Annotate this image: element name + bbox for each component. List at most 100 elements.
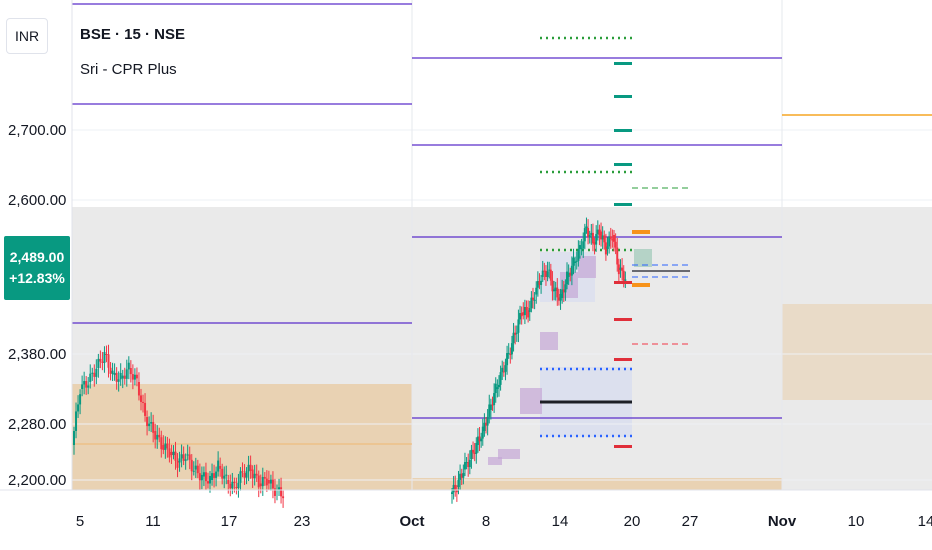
candle-body [194, 465, 197, 470]
candle-body [87, 385, 90, 388]
candle-body [493, 393, 496, 406]
support-marker [614, 445, 632, 448]
candle-body [481, 426, 484, 439]
candle-body [561, 289, 564, 298]
candle-body [523, 307, 526, 316]
candle-body [570, 265, 573, 276]
candle-body [463, 462, 466, 470]
candle-body [593, 242, 596, 245]
candle-body [144, 402, 147, 416]
time-tick-label: Nov [768, 513, 797, 530]
candle-body [541, 270, 544, 277]
candle-body [125, 369, 128, 379]
candle-body [162, 445, 165, 450]
volume-profile-box [634, 249, 652, 267]
resistance-marker [614, 62, 632, 65]
last-price-tag: 2,489.00 +12.83% [4, 236, 70, 300]
camarilla-marker [632, 283, 650, 287]
price-tick-label: 2,600.00 [8, 192, 66, 209]
candle-body [616, 247, 619, 265]
candle-body [559, 293, 562, 301]
candle-body [591, 232, 594, 244]
candle-body [478, 436, 481, 442]
candle-body [580, 248, 583, 250]
candle-body [540, 280, 543, 285]
candle-body [587, 228, 590, 238]
candle-body [546, 271, 549, 277]
candle-body [269, 479, 272, 484]
candle-body [459, 473, 462, 480]
candle-body [613, 235, 615, 242]
candle-body [209, 475, 212, 484]
time-tick-label: Oct [399, 513, 424, 530]
candle-body [528, 308, 531, 312]
candle-body [472, 449, 475, 453]
candle-body [200, 474, 203, 481]
candle-body [574, 261, 577, 263]
tan-zone-mid [412, 478, 782, 490]
candle-body [239, 471, 242, 483]
candle-body [77, 404, 80, 412]
time-axis[interactable]: 5 11 17 23 Oct 8 14 20 27 Nov 10 14 [0, 489, 932, 530]
symbol-title[interactable]: BSE · 15 · NSE [80, 26, 186, 43]
candle-body [135, 374, 138, 379]
candle-body [131, 374, 134, 380]
candle-body [522, 312, 525, 316]
candle-body [515, 332, 518, 334]
indicator-title[interactable]: Sri - CPR Plus [80, 61, 177, 78]
candle-body [551, 280, 554, 292]
candle-body [548, 269, 551, 271]
candle-body [525, 307, 528, 311]
candle-body [566, 271, 569, 285]
candle-body [535, 287, 538, 295]
candle-body [468, 459, 471, 468]
price-tick-label: 2,200.00 [8, 472, 66, 489]
candle-body [178, 458, 181, 463]
price-axis[interactable]: 2,700.00 2,600.00 2,380.00 2,280.00 2,200.00 [8, 0, 73, 490]
support-marker [614, 358, 632, 361]
candle-body [111, 370, 114, 374]
candle-body [617, 264, 620, 275]
candle-body [590, 232, 593, 236]
candle-body [603, 235, 606, 243]
candle-body [119, 372, 122, 380]
candle-body [217, 460, 220, 472]
volume-profile-box [488, 457, 502, 465]
time-tick-label: 20 [624, 513, 641, 530]
last-price-value: 2,489.00 [9, 249, 65, 265]
candle-body [259, 483, 262, 487]
candle-body [211, 473, 214, 480]
candle-body [491, 404, 494, 406]
candle-body [562, 289, 565, 293]
candle-body [184, 459, 187, 461]
resistance-marker [614, 163, 632, 166]
candle-body [538, 281, 541, 285]
candle-body [265, 478, 268, 486]
candle-body [103, 351, 106, 363]
volume-profile-box [498, 449, 520, 459]
time-tick-label: 5 [76, 513, 84, 530]
time-tick-label: 14 [552, 513, 569, 530]
candle-body [282, 496, 285, 499]
grid-layer [72, 0, 932, 490]
candle-body [180, 454, 183, 459]
candle-body [206, 481, 209, 484]
currency-button[interactable]: INR [6, 18, 48, 54]
candle-body [585, 226, 588, 229]
candle-body [460, 473, 463, 478]
candle-body [520, 313, 523, 317]
candle-body [164, 443, 167, 450]
currency-label: INR [14, 28, 40, 44]
candle-body [512, 332, 515, 344]
candle-body [489, 404, 492, 410]
candle-body [583, 228, 586, 242]
candle-body [480, 438, 483, 442]
candle-body [247, 464, 250, 472]
candle-body [89, 373, 92, 382]
candle-body [553, 289, 556, 292]
candle-body [609, 236, 612, 240]
candle-body [549, 269, 552, 281]
markers-layer [614, 62, 650, 448]
candle-body [85, 381, 88, 388]
